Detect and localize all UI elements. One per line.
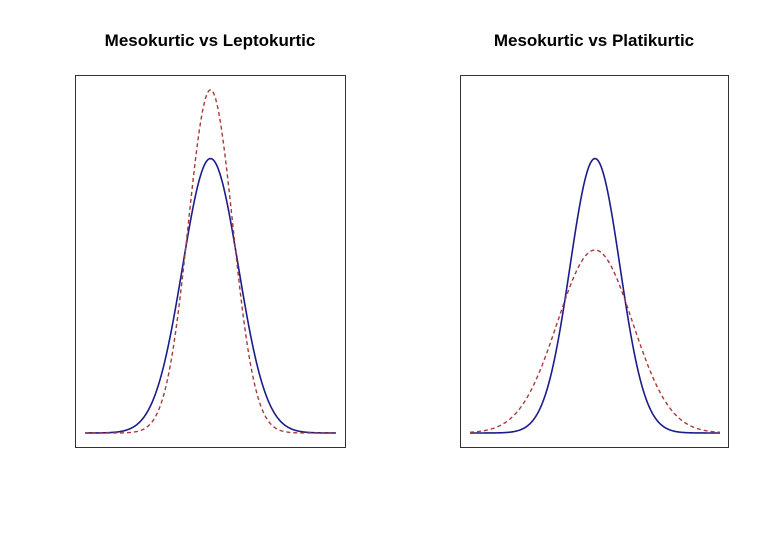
series-line-mesokurtic [85, 157, 336, 434]
series-line-comparison [469, 249, 721, 433]
chart-title: Mesokurtic vs Leptokurtic [105, 31, 316, 50]
chart-title: Mesokurtic vs Platikurtic [494, 31, 694, 50]
series-group [469, 157, 721, 434]
series-line-comparison [85, 89, 336, 434]
plot-frame [75, 75, 346, 448]
series-line-mesokurtic [470, 157, 720, 434]
panel-platikurtic: Mesokurtic vs Platikurtic [460, 31, 729, 448]
plot-frame [460, 75, 729, 448]
series-group [85, 89, 336, 434]
panel-leptokurtic: Mesokurtic vs Leptokurtic [75, 31, 346, 448]
